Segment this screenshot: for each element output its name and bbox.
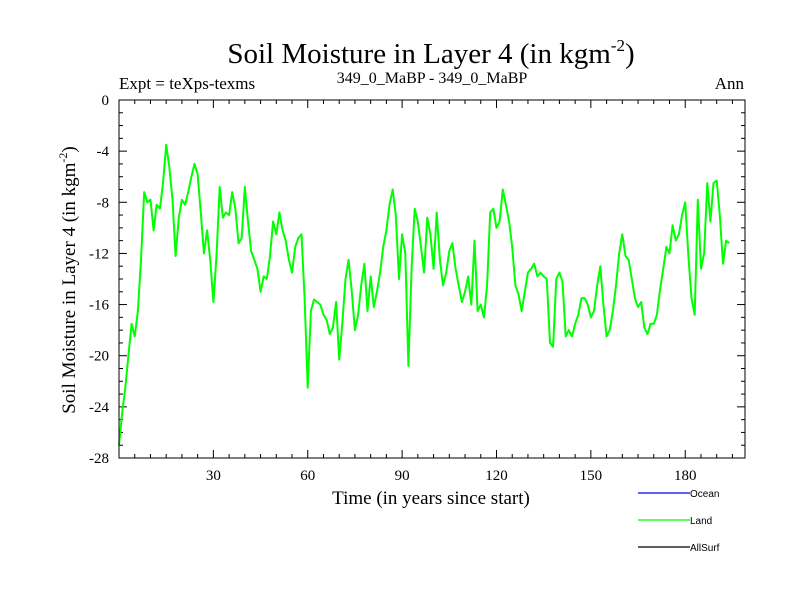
x-tick-label: 150 [580, 468, 603, 484]
x-tick-label: 120 [485, 468, 508, 484]
period-label: 349_0_MaBP - 349_0_MaBP [337, 70, 528, 87]
x-axis-label: Time (in years since start) [332, 488, 530, 509]
axis-ticks [119, 99, 745, 459]
x-tick-label: 30 [206, 468, 221, 484]
legend-label-ocean: Ocean [690, 489, 719, 500]
y-tick-label: 0 [102, 93, 110, 109]
season-label: Ann [715, 74, 745, 93]
series-line-land [118, 143, 730, 446]
legend-label-land: Land [690, 516, 712, 527]
plot-frame [118, 99, 746, 459]
y-tick-label: -20 [89, 349, 109, 365]
legend-label-allsurf: AllSurf [690, 543, 720, 554]
series-lines [118, 143, 730, 446]
x-tick-label: 180 [674, 468, 697, 484]
y-tick-label: -4 [97, 144, 110, 160]
x-tick-label: 60 [300, 468, 315, 484]
y-tick-label: -16 [89, 298, 109, 314]
y-tick-label: -24 [89, 400, 109, 416]
tick-labels: 30 60 90 120 150 180 0 -4 -8 -12 -16 -20 -24 -28 [89, 93, 696, 484]
legend: Ocean Land AllSurf [638, 489, 720, 554]
y-tick-label: -8 [97, 195, 110, 211]
y-tick-label: -28 [89, 451, 109, 467]
x-tick-label: 90 [395, 468, 410, 484]
y-axis-label: Soil Moisture in Layer 4 (in kgm-2) [56, 146, 80, 414]
chart-title: Soil Moisture in Layer 4 (in kgm-2) [227, 36, 634, 70]
y-tick-label: -12 [89, 246, 109, 262]
experiment-label: Expt = teXps-texms [119, 74, 255, 93]
